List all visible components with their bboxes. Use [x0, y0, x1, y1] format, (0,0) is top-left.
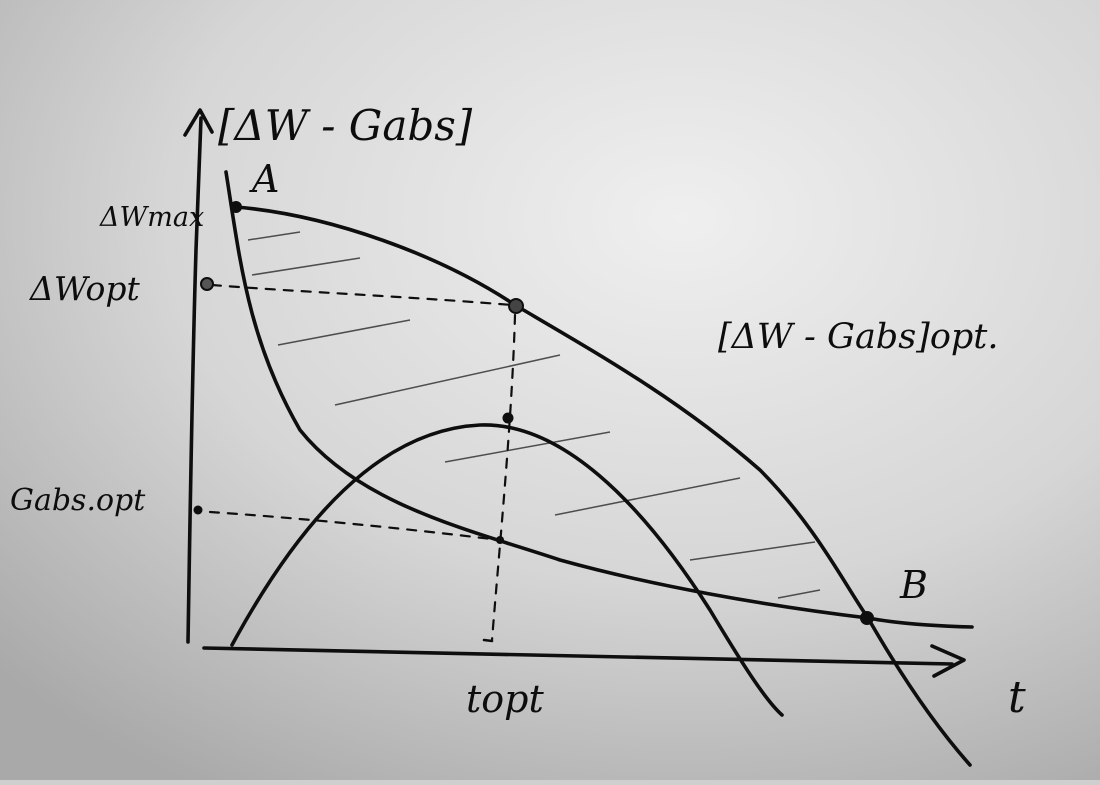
curve-difference: [230, 423, 784, 717]
x-axis-label: t: [1008, 672, 1026, 723]
point-b-label: B: [899, 563, 928, 607]
point-a-label: A: [249, 157, 279, 201]
guide-gabs-opt: [208, 510, 502, 542]
curve-delta-w: [234, 205, 972, 767]
tick-gabs-opt-marker: [193, 505, 203, 515]
point-opt-marker: [508, 298, 524, 314]
tick-t-opt-marker: [482, 638, 494, 643]
y-axis: [186, 116, 203, 644]
point-max-diff-marker: [502, 412, 514, 424]
guide-t-opt: [490, 313, 517, 642]
y-axis-arrow: [183, 108, 214, 137]
tick-label-dw-opt: ΔWopt: [28, 269, 141, 308]
tick-label-t-opt: topt: [466, 677, 544, 721]
x-axis: [202, 646, 954, 666]
x-axis-arrow: [930, 644, 966, 678]
tick-label-gabs-opt: Gabs.opt: [10, 483, 146, 518]
guide-dw-opt: [210, 283, 514, 307]
curve-label-opt: [ΔW - Gabs]opt.: [718, 317, 999, 357]
tick-dw-opt-marker: [200, 277, 214, 291]
point-gabs-opt-marker: [496, 536, 504, 544]
y-axis-label: [ΔW - Gabs]: [218, 101, 473, 150]
point-a-marker: [230, 201, 242, 213]
tick-label-dw-max: ΔWmax: [99, 202, 204, 233]
point-b-marker: [860, 611, 874, 625]
hatched-region: [247, 231, 821, 599]
